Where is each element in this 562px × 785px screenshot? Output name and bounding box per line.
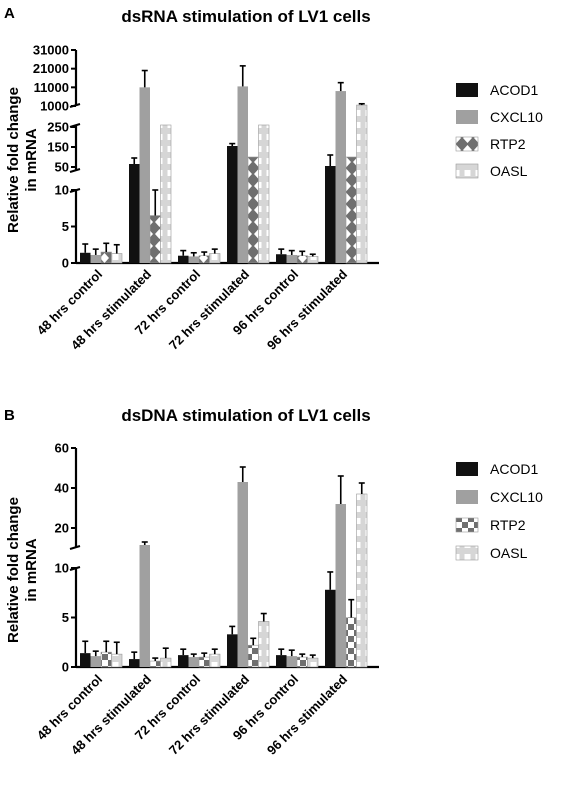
bar-oasl <box>209 253 221 264</box>
legend-swatch-acod1 <box>456 462 478 476</box>
bar-cxcl10 <box>237 86 248 264</box>
bar-oasl <box>258 621 270 668</box>
bar-cxcl10 <box>237 482 248 667</box>
legend-label-acod1: ACOD1 <box>490 82 538 98</box>
bar-rtp2 <box>149 660 161 668</box>
panel-b-letter: B <box>4 407 15 424</box>
y-tick-label: 1000 <box>40 99 69 114</box>
bar-oasl <box>356 493 368 668</box>
bar-rtp2 <box>345 156 357 264</box>
legend-label-oasl: OASL <box>490 163 528 179</box>
y-tick-label: 0 <box>62 256 69 271</box>
bar-cxcl10 <box>286 656 297 667</box>
y-tick-label: 0 <box>62 660 69 675</box>
y-tick-label: 150 <box>47 140 69 155</box>
bar-acod1 <box>129 164 140 263</box>
legend-label-rtp2: RTP2 <box>490 136 526 152</box>
bar-oasl <box>111 253 123 264</box>
y-tick-label: 11000 <box>34 80 69 95</box>
bar-oasl <box>160 657 172 668</box>
bar-acod1 <box>80 653 91 667</box>
axis-break-mark <box>69 545 81 550</box>
legend-swatch-rtp2 <box>455 517 479 533</box>
y-tick-label: 20 <box>55 521 69 536</box>
y-tick-label: 40 <box>55 481 69 496</box>
bar-rtp2 <box>247 156 259 264</box>
legend-swatch-oasl <box>455 163 479 179</box>
legend-swatch-acod1 <box>456 83 478 97</box>
bar-oasl <box>307 657 319 668</box>
legend-swatch-oasl <box>455 545 479 561</box>
bar-acod1 <box>178 255 189 263</box>
bar-acod1 <box>129 659 140 667</box>
bar-acod1 <box>276 254 287 263</box>
bar-rtp2 <box>198 255 210 264</box>
y-tick-label: 21000 <box>33 61 69 76</box>
panel-a-ylabel-line2: in mRNA <box>23 128 40 192</box>
legend-label-rtp2: RTP2 <box>490 517 526 533</box>
bar-acod1 <box>227 146 238 263</box>
bar-cxcl10 <box>139 87 150 263</box>
bar-rtp2 <box>149 215 161 264</box>
panel-a-title: dsRNA stimulation of LV1 cells <box>121 7 370 26</box>
bar-cxcl10 <box>139 545 150 667</box>
panel-b-ylabel-line1: Relative fold change <box>5 497 22 643</box>
bar-cxcl10 <box>335 504 346 667</box>
axis-break-mark <box>69 168 81 173</box>
legend-label-cxcl10: CXCL10 <box>490 109 543 125</box>
bar-acod1 <box>178 655 189 667</box>
bar-oasl <box>356 104 368 264</box>
legend-label-oasl: OASL <box>490 545 528 561</box>
bar-oasl <box>209 653 221 668</box>
bar-cxcl10 <box>90 656 101 667</box>
bar-rtp2 <box>100 251 112 264</box>
bar-rtp2 <box>296 255 308 264</box>
bar-acod1 <box>276 655 287 667</box>
bar-oasl <box>111 653 123 668</box>
panel-b-ylabel-line2: in mRNA <box>23 538 40 602</box>
bar-cxcl10 <box>90 254 101 263</box>
y-tick-label: 10 <box>55 183 69 198</box>
y-tick-label: 5 <box>62 610 69 625</box>
bar-rtp2 <box>198 656 210 668</box>
legend-label-cxcl10: CXCL10 <box>490 489 543 505</box>
bar-acod1 <box>325 166 336 263</box>
bar-rtp2 <box>100 651 112 668</box>
bar-acod1 <box>227 634 238 667</box>
y-tick-label: 31000 <box>33 43 69 58</box>
bar-oasl <box>307 256 319 264</box>
bar-rtp2 <box>345 617 357 668</box>
bar-rtp2 <box>247 644 259 668</box>
bar-rtp2 <box>296 656 308 668</box>
bar-cxcl10 <box>286 254 297 263</box>
legend-swatch-cxcl10 <box>456 490 478 504</box>
legend-swatch-cxcl10 <box>456 110 478 124</box>
y-tick-label: 250 <box>47 120 69 135</box>
bar-acod1 <box>80 252 91 263</box>
bar-oasl <box>258 124 270 264</box>
bar-cxcl10 <box>188 256 199 263</box>
y-tick-label: 60 <box>55 441 69 456</box>
bar-cxcl10 <box>188 657 199 667</box>
bar-cxcl10 <box>335 91 346 263</box>
legend-label-acod1: ACOD1 <box>490 461 538 477</box>
y-tick-label: 50 <box>55 160 69 175</box>
bar-acod1 <box>325 589 336 667</box>
y-tick-label: 10 <box>55 561 69 576</box>
y-tick-label: 5 <box>62 219 69 234</box>
bar-oasl <box>160 124 172 264</box>
panel-a-ylabel-line1: Relative fold change <box>5 87 22 233</box>
panel-a-letter: A <box>4 5 15 22</box>
panel-b-title: dsDNA stimulation of LV1 cells <box>121 406 370 425</box>
legend-swatch-rtp2 <box>455 136 479 152</box>
